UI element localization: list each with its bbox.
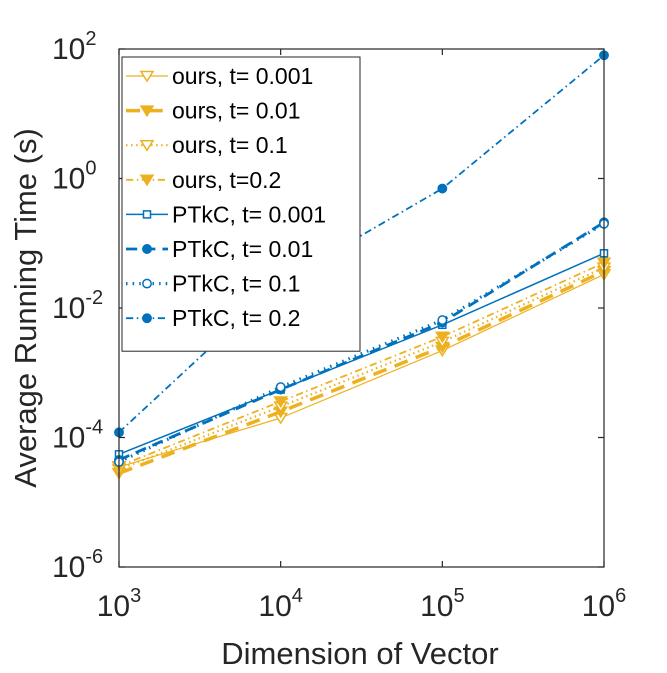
legend-label: PTkC, t= 0.01 [172, 236, 313, 262]
legend-label: ours, t= 0.01 [172, 98, 301, 124]
legend-label: PTkC, t= 0.2 [172, 305, 300, 331]
data-point [438, 316, 446, 324]
y-tick-label: 10-2 [52, 287, 103, 325]
legend-marker [143, 279, 151, 287]
x-tick-label: 104 [258, 585, 303, 623]
legend-marker [144, 211, 151, 218]
legend-label: ours, t=0.2 [172, 167, 281, 193]
legend-label: PTkC, t= 0.001 [172, 201, 326, 227]
y-tick-label: 102 [52, 28, 97, 66]
legend: ours, t= 0.001 ours, t= 0.01 ours, t= 0.1 o… [122, 57, 360, 351]
legend-label: PTkC, t= 0.1 [172, 271, 300, 297]
y-tick-label: 100 [52, 158, 97, 196]
data-point [276, 383, 284, 391]
y-axis-title: Average Running Time (s) [8, 128, 43, 488]
chart: 103 104 105 106 10-6 10-4 10-2 100 102 Dimension… [0, 0, 667, 673]
x-tick-label: 106 [582, 585, 627, 623]
legend-marker [143, 245, 151, 253]
y-tick-label: 10-6 [52, 546, 103, 584]
legend-label: ours, t= 0.001 [172, 63, 313, 89]
data-point [438, 184, 446, 192]
x-axis-title: Dimension of Vector [221, 636, 498, 671]
legend-label: ours, t= 0.1 [172, 132, 288, 158]
legend-marker [143, 314, 151, 322]
y-tick-label: 10-4 [52, 417, 103, 455]
x-tick-label: 105 [420, 585, 465, 623]
x-tick-label: 103 [97, 585, 142, 623]
